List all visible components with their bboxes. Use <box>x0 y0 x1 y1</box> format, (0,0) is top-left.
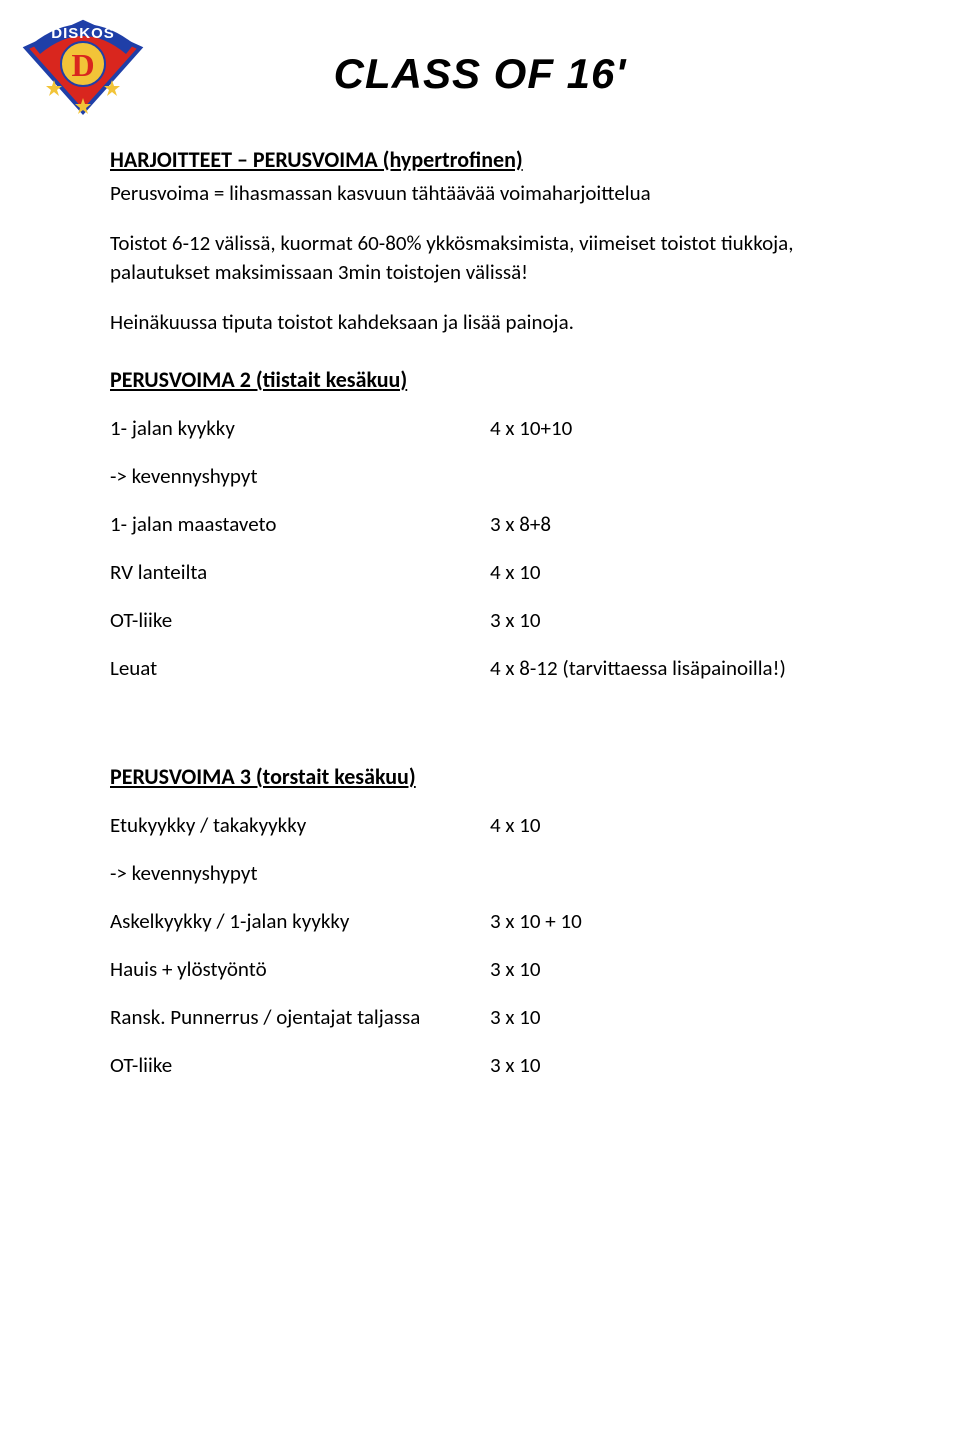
svg-text:DISKOS: DISKOS <box>51 25 115 42</box>
exercise-value: 3 x 10 + 10 <box>490 908 850 934</box>
exercise-row: Hauis + ylöstyöntö 3 x 10 <box>110 956 850 982</box>
exercise-row: OT-liike 3 x 10 <box>110 1052 850 1078</box>
exercise-value: 3 x 10 <box>490 1004 850 1030</box>
exercise-label: Etukyykky / takakyykky <box>110 812 490 838</box>
exercise-value: 3 x 10 <box>490 607 850 633</box>
exercise-note: -> kevennyshypyt <box>110 463 850 489</box>
exercise-value: 4 x 10 <box>490 812 850 838</box>
exercise-label: OT-liike <box>110 1052 490 1078</box>
exercise-label: Hauis + ylöstyöntö <box>110 956 490 982</box>
exercise-label: Askelkyykky / 1-jalan kyykky <box>110 908 490 934</box>
main-heading: HARJOITTEET – PERUSVOIMA (hypertrofinen) <box>110 146 850 173</box>
exercise-row: Askelkyykky / 1-jalan kyykky 3 x 10 + 10 <box>110 908 850 934</box>
block3-heading: PERUSVOIMA 3 (torstait kesäkuu) <box>110 763 850 790</box>
exercise-label: RV lanteilta <box>110 559 490 585</box>
exercise-label: 1- jalan maastaveto <box>110 511 490 537</box>
svg-text:D: D <box>71 47 94 83</box>
exercise-value: 3 x 8+8 <box>490 511 850 537</box>
exercise-row: Leuat 4 x 8-12 (tarvittaessa lisäpainoil… <box>110 655 850 681</box>
exercise-value: 3 x 10 <box>490 1052 850 1078</box>
intro-paragraph-2: Toistot 6-12 välissä, kuormat 60-80% ykk… <box>110 229 850 286</box>
exercise-value: 3 x 10 <box>490 956 850 982</box>
intro-paragraph-1: Perusvoima = lihasmassan kasvuun tähtääv… <box>110 179 850 207</box>
diskos-logo: DISKOS D <box>18 10 148 120</box>
exercise-row: 1- jalan kyykky 4 x 10+10 <box>110 415 850 441</box>
exercise-label: Leuat <box>110 655 490 681</box>
exercise-row: Ransk. Punnerrus / ojentajat taljassa 3 … <box>110 1004 850 1030</box>
exercise-value: 4 x 10 <box>490 559 850 585</box>
exercise-row: OT-liike 3 x 10 <box>110 607 850 633</box>
intro-paragraph-3: Heinäkuussa tiputa toistot kahdeksaan ja… <box>110 308 850 336</box>
exercise-note: -> kevennyshypyt <box>110 860 850 886</box>
exercise-value: 4 x 8-12 (tarvittaessa lisäpainoilla!) <box>490 655 850 681</box>
exercise-value: 4 x 10+10 <box>490 415 850 441</box>
exercise-row: 1- jalan maastaveto 3 x 8+8 <box>110 511 850 537</box>
exercise-label: OT-liike <box>110 607 490 633</box>
spacer <box>110 703 850 733</box>
page-title: CLASS OF 16' <box>110 50 850 98</box>
exercise-label: Ransk. Punnerrus / ojentajat taljassa <box>110 1004 490 1030</box>
block2-heading: PERUSVOIMA 2 (tiistait kesäkuu) <box>110 366 850 393</box>
exercise-row: RV lanteilta 4 x 10 <box>110 559 850 585</box>
exercise-label: 1- jalan kyykky <box>110 415 490 441</box>
page: DISKOS D CLASS OF 16' HARJOITTEET – PERU… <box>0 0 960 1453</box>
exercise-row: Etukyykky / takakyykky 4 x 10 <box>110 812 850 838</box>
